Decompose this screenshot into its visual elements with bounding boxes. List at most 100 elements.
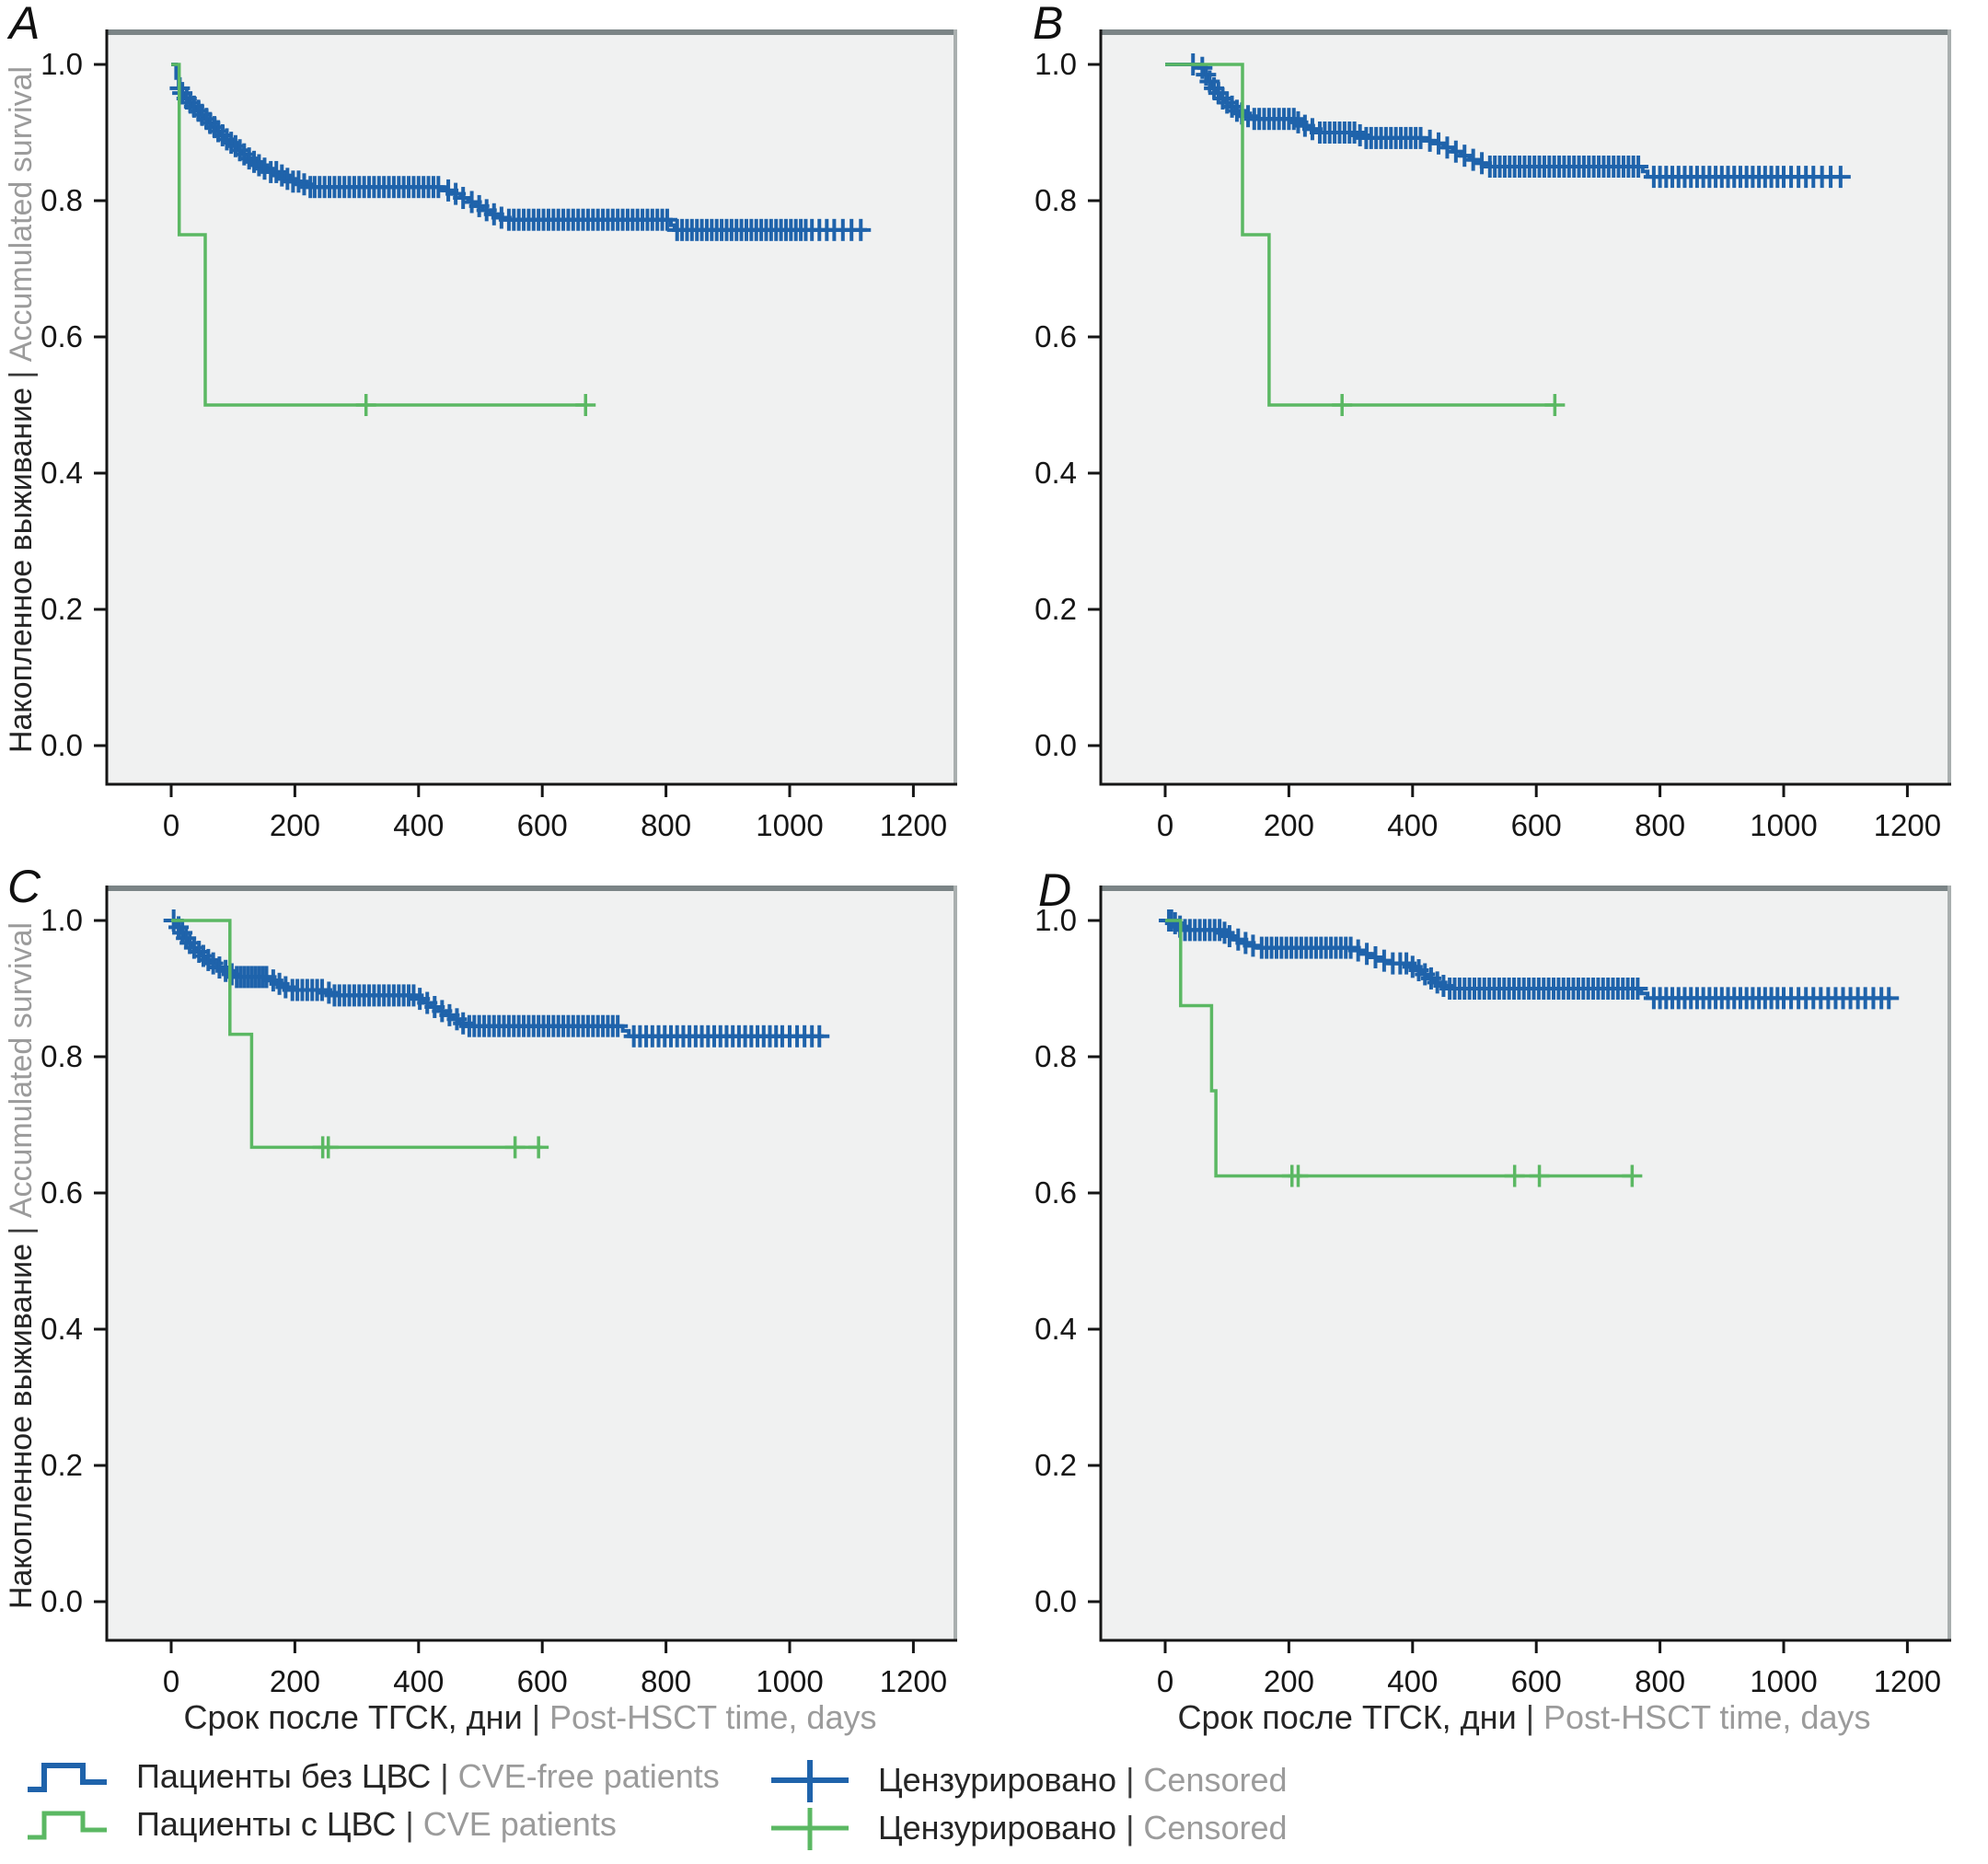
panel-b: B 1.0 0.8 0.6 0.4 0.2 0.0 0 200 400 600 800 1000 120… xyxy=(994,0,1988,838)
plot-top-border xyxy=(1101,29,1951,35)
plot-top-border xyxy=(107,29,957,35)
plot-area xyxy=(1101,35,1948,784)
step-line-icon xyxy=(28,1763,107,1792)
y-tick-label: 0.6 xyxy=(1034,1175,1077,1210)
legend-label-ru: Пациенты с ЦВС xyxy=(136,1805,397,1843)
y-tick-label: 0.8 xyxy=(1034,183,1077,217)
panel-d: D 1.0 0.8 0.6 0.4 0.2 0.0 0 200 400 600 800 1000 120… xyxy=(994,856,1988,1749)
y-tick-label: 0.4 xyxy=(40,456,83,490)
x-tick-label: 400 xyxy=(1387,808,1438,838)
plot-right-border xyxy=(954,29,957,784)
plot-top-border xyxy=(1101,886,1951,891)
y-tick-label: 1.0 xyxy=(40,903,83,937)
y-tick-label: 0.0 xyxy=(1034,728,1077,762)
x-tick-label: 1000 xyxy=(1750,1664,1817,1698)
y-axis-title: Накопленное выживание | Accumulated surv… xyxy=(4,66,39,753)
x-axis-title: Срок после ТГСК, дни | Post-HSCT time, d… xyxy=(1178,1698,1871,1736)
y-tick-label: 0.8 xyxy=(1034,1039,1077,1073)
legend-label-en: Censored xyxy=(1143,1761,1288,1799)
y-tick-label: 0.2 xyxy=(40,592,83,626)
km-chart-c: 1.0 0.8 0.6 0.4 0.2 0.0 0 200 400 600 800 1000 1200 Н… xyxy=(4,886,957,1736)
km-chart-d: 1.0 0.8 0.6 0.4 0.2 0.0 0 200 400 600 800 1000 1200С… xyxy=(1034,886,1951,1736)
y-tick-label: 0.6 xyxy=(1034,319,1077,353)
legend-item-cve-free: Пациенты без ЦВС | CVE-free patients xyxy=(24,1754,720,1799)
survival-curve-green xyxy=(1165,63,1555,407)
survival-curve-green xyxy=(171,919,543,1150)
legend-label-ru: Цензурировано xyxy=(878,1761,1117,1799)
y-axis-title: Накопленное выживание | Accumulated surv… xyxy=(4,922,39,1609)
x-tick-label: 1200 xyxy=(880,1664,947,1698)
x-tick-label: 200 xyxy=(270,1664,320,1698)
y-tick-label: 0.2 xyxy=(1034,592,1077,626)
km-chart-b: 1.0 0.8 0.6 0.4 0.2 0.0 0 200 400 600 800 1000 1200 xyxy=(1034,29,1951,838)
legend-label-en: CVE patients xyxy=(422,1805,617,1843)
y-tick-label: 0.0 xyxy=(1034,1584,1077,1618)
y-tick-label: 1.0 xyxy=(1034,903,1077,937)
panel-label-d: D xyxy=(1038,864,1072,916)
x-tick-label: 400 xyxy=(393,1664,444,1698)
x-tick-label: 1200 xyxy=(1874,1664,1941,1698)
legend-separator: | xyxy=(1126,1809,1135,1847)
survival-curve-green xyxy=(171,63,586,407)
plot-right-border xyxy=(954,886,957,1640)
panel-label-b: B xyxy=(1033,0,1064,49)
x-tick-label: 600 xyxy=(1511,1664,1562,1698)
y-tick-label: 0.2 xyxy=(40,1448,83,1482)
y-tick-label: 1.0 xyxy=(1034,47,1077,81)
x-tick-label: 200 xyxy=(270,808,320,838)
x-tick-label: 0 xyxy=(163,808,179,838)
x-tick-label: 800 xyxy=(641,808,691,838)
legend-label-ru: Пациенты без ЦВС xyxy=(136,1757,432,1795)
y-tick-label: 0.0 xyxy=(40,728,83,762)
panel-a: A 1.0 0.8 0.6 0.4 0.2 0.0 0 200 400 600 800 1000 120… xyxy=(0,0,994,838)
y-tick-label: 0.4 xyxy=(40,1312,83,1346)
panel-label-c: C xyxy=(7,861,41,912)
y-tick-label: 0.8 xyxy=(40,1039,83,1073)
x-tick-label: 200 xyxy=(1264,808,1314,838)
plot-top-border xyxy=(107,886,957,891)
y-tick-label: 0.4 xyxy=(1034,456,1077,490)
x-axis-title: Срок после ТГСК, дни | Post-HSCT time, d… xyxy=(184,1698,877,1736)
legend-item-censored-green: Цензурировано | Censored xyxy=(766,1802,1288,1854)
plot-right-border xyxy=(1948,29,1951,784)
plot-area xyxy=(107,891,954,1640)
x-tick-label: 1000 xyxy=(756,808,823,838)
x-tick-label: 400 xyxy=(1387,1664,1438,1698)
x-tick-label: 600 xyxy=(517,1664,568,1698)
legend-separator: | xyxy=(405,1805,414,1843)
legend-separator: | xyxy=(440,1757,449,1795)
x-tick-label: 1000 xyxy=(1750,808,1817,838)
legend-label-ru: Цензурировано xyxy=(878,1809,1117,1847)
x-tick-label: 600 xyxy=(1511,808,1562,838)
y-tick-label: 0.4 xyxy=(1034,1312,1077,1346)
x-tick-label: 800 xyxy=(1635,1664,1685,1698)
x-tick-label: 1000 xyxy=(756,1664,823,1698)
y-tick-label: 0.8 xyxy=(40,183,83,217)
x-tick-label: 1200 xyxy=(880,808,947,838)
y-tick-label: 1.0 xyxy=(40,47,83,81)
panel-c: C 1.0 0.8 0.6 0.4 0.2 0.0 0 200 400 600 800 1000 120… xyxy=(0,856,994,1749)
x-tick-label: 800 xyxy=(1635,808,1685,838)
y-tick-label: 0.0 xyxy=(40,1584,83,1618)
legend-separator: | xyxy=(1126,1761,1135,1799)
x-tick-label: 1200 xyxy=(1874,808,1941,838)
y-tick-label: 0.6 xyxy=(40,319,83,353)
legend-item-censored-blue: Цензурировано | Censored xyxy=(766,1754,1288,1806)
survival-curve-green xyxy=(1165,919,1635,1178)
x-tick-label: 600 xyxy=(517,808,568,838)
legend-item-cve: Пациенты с ЦВС | CVE patients xyxy=(24,1802,617,1847)
y-tick-label: 0.6 xyxy=(40,1175,83,1210)
x-tick-label: 0 xyxy=(1157,1664,1173,1698)
x-tick-label: 400 xyxy=(393,808,444,838)
censor-plus-icon xyxy=(771,1808,849,1850)
panel-label-a: A xyxy=(9,0,40,49)
x-tick-label: 0 xyxy=(163,1664,179,1698)
y-tick-label: 0.2 xyxy=(1034,1448,1077,1482)
x-tick-label: 200 xyxy=(1264,1664,1314,1698)
km-chart-a: 1.0 0.8 0.6 0.4 0.2 0.0 0 200 400 600 800 1000 1200 Н… xyxy=(4,29,957,838)
censor-plus-icon xyxy=(771,1760,849,1802)
step-line-icon xyxy=(28,1811,107,1840)
x-tick-label: 800 xyxy=(641,1664,691,1698)
plot-right-border xyxy=(1948,886,1951,1640)
